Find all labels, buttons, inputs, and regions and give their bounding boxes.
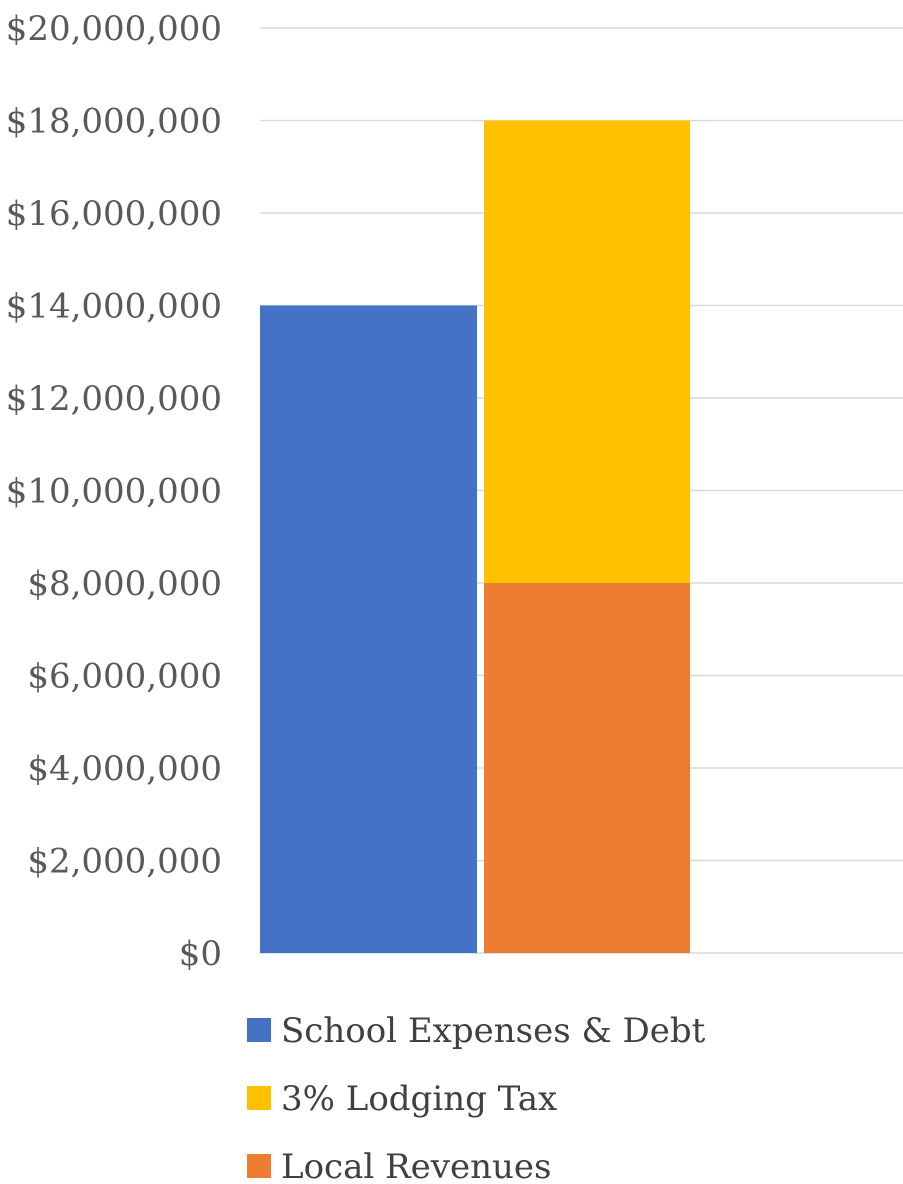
legend: School Expenses & Debt 3% Lodging Tax Loca… bbox=[247, 1011, 706, 1184]
bar-3-lodging-tax bbox=[484, 120, 690, 583]
y-tick-label: $0 bbox=[179, 934, 222, 974]
y-tick-label: $18,000,000 bbox=[6, 102, 222, 142]
y-axis-tick-labels: $0 $2,000,000 $4,000,000 $6,000,000 $8,000,0… bbox=[6, 9, 222, 974]
legend-item-3-lodging-tax: 3% Lodging Tax bbox=[247, 1079, 557, 1119]
legend-label: School Expenses & Debt bbox=[281, 1011, 706, 1051]
legend-swatch bbox=[247, 1086, 271, 1110]
legend-swatch bbox=[247, 1154, 271, 1178]
y-tick-label: $4,000,000 bbox=[27, 749, 222, 789]
bar-school-expenses-debt bbox=[260, 305, 477, 953]
legend-item-local-revenues: Local Revenues bbox=[247, 1147, 551, 1184]
legend-label: Local Revenues bbox=[281, 1147, 551, 1184]
y-tick-label: $20,000,000 bbox=[6, 9, 222, 49]
bar-local-revenues bbox=[484, 583, 690, 953]
legend-swatch bbox=[247, 1018, 271, 1042]
y-tick-label: $16,000,000 bbox=[6, 194, 222, 234]
legend-item-school-expenses-debt: School Expenses & Debt bbox=[247, 1011, 706, 1051]
y-tick-label: $10,000,000 bbox=[6, 472, 222, 512]
y-tick-label: $8,000,000 bbox=[27, 564, 222, 604]
y-tick-label: $14,000,000 bbox=[6, 287, 222, 327]
y-tick-label: $6,000,000 bbox=[27, 657, 222, 697]
y-tick-label: $12,000,000 bbox=[6, 379, 222, 419]
bars bbox=[260, 120, 690, 953]
legend-label: 3% Lodging Tax bbox=[281, 1079, 557, 1119]
y-tick-label: $2,000,000 bbox=[27, 842, 222, 882]
